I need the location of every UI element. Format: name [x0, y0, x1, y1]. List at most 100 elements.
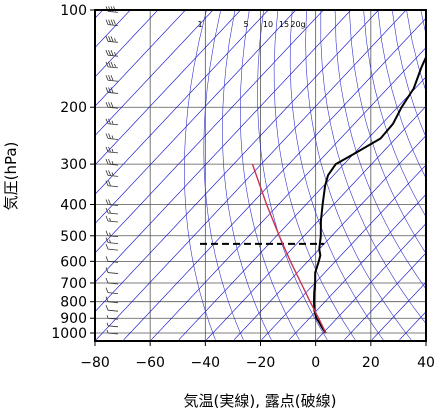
wind-barb [105, 243, 119, 251]
isotherm [95, 10, 324, 254]
wind-barb-flag [105, 287, 109, 293]
wind-barb-staff [107, 301, 119, 304]
wind-barb [105, 146, 119, 154]
dry-adiabat [334, 10, 426, 290]
x-tick-label: −60 [135, 355, 165, 371]
x-tick-label: −80 [80, 355, 110, 371]
wind-barb [105, 237, 119, 245]
wind-barb-staff [107, 272, 119, 274]
wind-barb [105, 102, 119, 109]
wind-barb-flag [105, 305, 109, 311]
isotherm [316, 223, 426, 341]
wind-barb-flag [105, 230, 109, 236]
dry-adiabat [239, 10, 300, 340]
y-tick-label: 500 [60, 229, 87, 245]
grid-layer [95, 10, 426, 341]
wind-barb-staff [107, 317, 119, 320]
isotherm [151, 47, 426, 341]
isotherm [95, 10, 214, 137]
dry-adiabat [320, 10, 426, 325]
wind-barb-flag [105, 118, 109, 124]
wind-barb-staff [107, 248, 119, 251]
wind-barb-flag [108, 180, 111, 186]
x-axis-label: 気温(実線), 露点(破線) [184, 392, 337, 410]
dry-adiabat [222, 10, 272, 340]
wind-barb-half [106, 329, 109, 334]
wind-barb [105, 207, 119, 215]
wind-barb-flag [108, 158, 111, 165]
parcel-line [251, 163, 327, 334]
wind-barb-flag [105, 215, 109, 222]
wind-barb-flag [105, 133, 109, 139]
wind-barb [105, 75, 119, 82]
x-axis-ticks: −80 −60 −40 −20 0 20 40 [80, 341, 435, 371]
wind-barb-flag [105, 61, 109, 68]
dry-adiabat [377, 10, 426, 179]
wind-barb-flag [108, 170, 111, 176]
wind-barb-flag [110, 102, 114, 108]
wind-barb [106, 322, 119, 328]
wind-barb [105, 118, 119, 126]
wind-barb-flag [105, 237, 109, 243]
wind-barb-half [114, 63, 116, 68]
wind-barb-half [109, 232, 111, 236]
wind-barb [105, 267, 119, 274]
isotherm [371, 281, 426, 341]
wind-barb-staff [107, 163, 119, 166]
y-tick-label: 100 [60, 3, 87, 19]
dry-adiabat [203, 10, 244, 340]
y-tick-label: 400 [60, 197, 87, 213]
wind-barb-staff [107, 185, 119, 188]
wind-barb-flag [110, 50, 114, 56]
dry-adiabat [184, 10, 216, 340]
isotherm [95, 10, 297, 225]
isotherm [233, 135, 426, 341]
isotherm [95, 10, 159, 78]
wind-barb-flag [108, 199, 111, 205]
dry-adiabat [257, 10, 328, 340]
wind-barb-flag [108, 133, 111, 139]
wind-barb-flag [108, 36, 111, 42]
wind-barb-flag [105, 170, 109, 176]
wind-barb-half [111, 148, 114, 153]
wind-barb [105, 287, 119, 295]
x-tick-label: −20 [246, 355, 276, 371]
mixing-ratio-label: 1 [197, 20, 202, 29]
isotherm [178, 76, 426, 341]
wind-barb-half [111, 172, 114, 176]
isotherm [206, 105, 426, 341]
wind-barb-flag [108, 61, 111, 68]
wind-barb-staff [107, 40, 119, 43]
wind-barb-staff [107, 24, 119, 27]
wind-barb-staff [107, 10, 119, 13]
isotherm [123, 17, 426, 341]
y-tick-label: 700 [60, 276, 87, 292]
isotherm [95, 10, 186, 107]
wind-barb-staff [107, 309, 119, 312]
wind-barb-half [109, 217, 111, 222]
wind-barb [105, 36, 119, 43]
wind-barb-staff [107, 235, 119, 238]
wind-barb-flag [108, 75, 111, 81]
isotherm [95, 10, 242, 166]
wind-barb-staff [107, 66, 119, 69]
mixing-ratio-label: 10 [263, 20, 273, 29]
wind-barb [106, 315, 119, 320]
dry-adiabat [289, 10, 384, 340]
dry-adiabat [305, 10, 412, 340]
wind-barb-staff [107, 220, 119, 223]
wind-barb-flag [108, 146, 111, 153]
wind-barb-staff [107, 79, 119, 82]
dry-adiabat [406, 10, 426, 92]
wind-barb-half [111, 135, 114, 139]
wind-barb-staff [107, 92, 119, 94]
wind-barb [106, 329, 119, 335]
wind-barb-half [111, 160, 114, 165]
wind-barb-staff [107, 174, 119, 177]
isotherm [288, 193, 426, 341]
dry-adiabat [363, 10, 426, 218]
x-tick-label: −40 [191, 355, 221, 371]
wind-barb-flag [105, 146, 109, 153]
wind-barb-flag [105, 199, 109, 205]
